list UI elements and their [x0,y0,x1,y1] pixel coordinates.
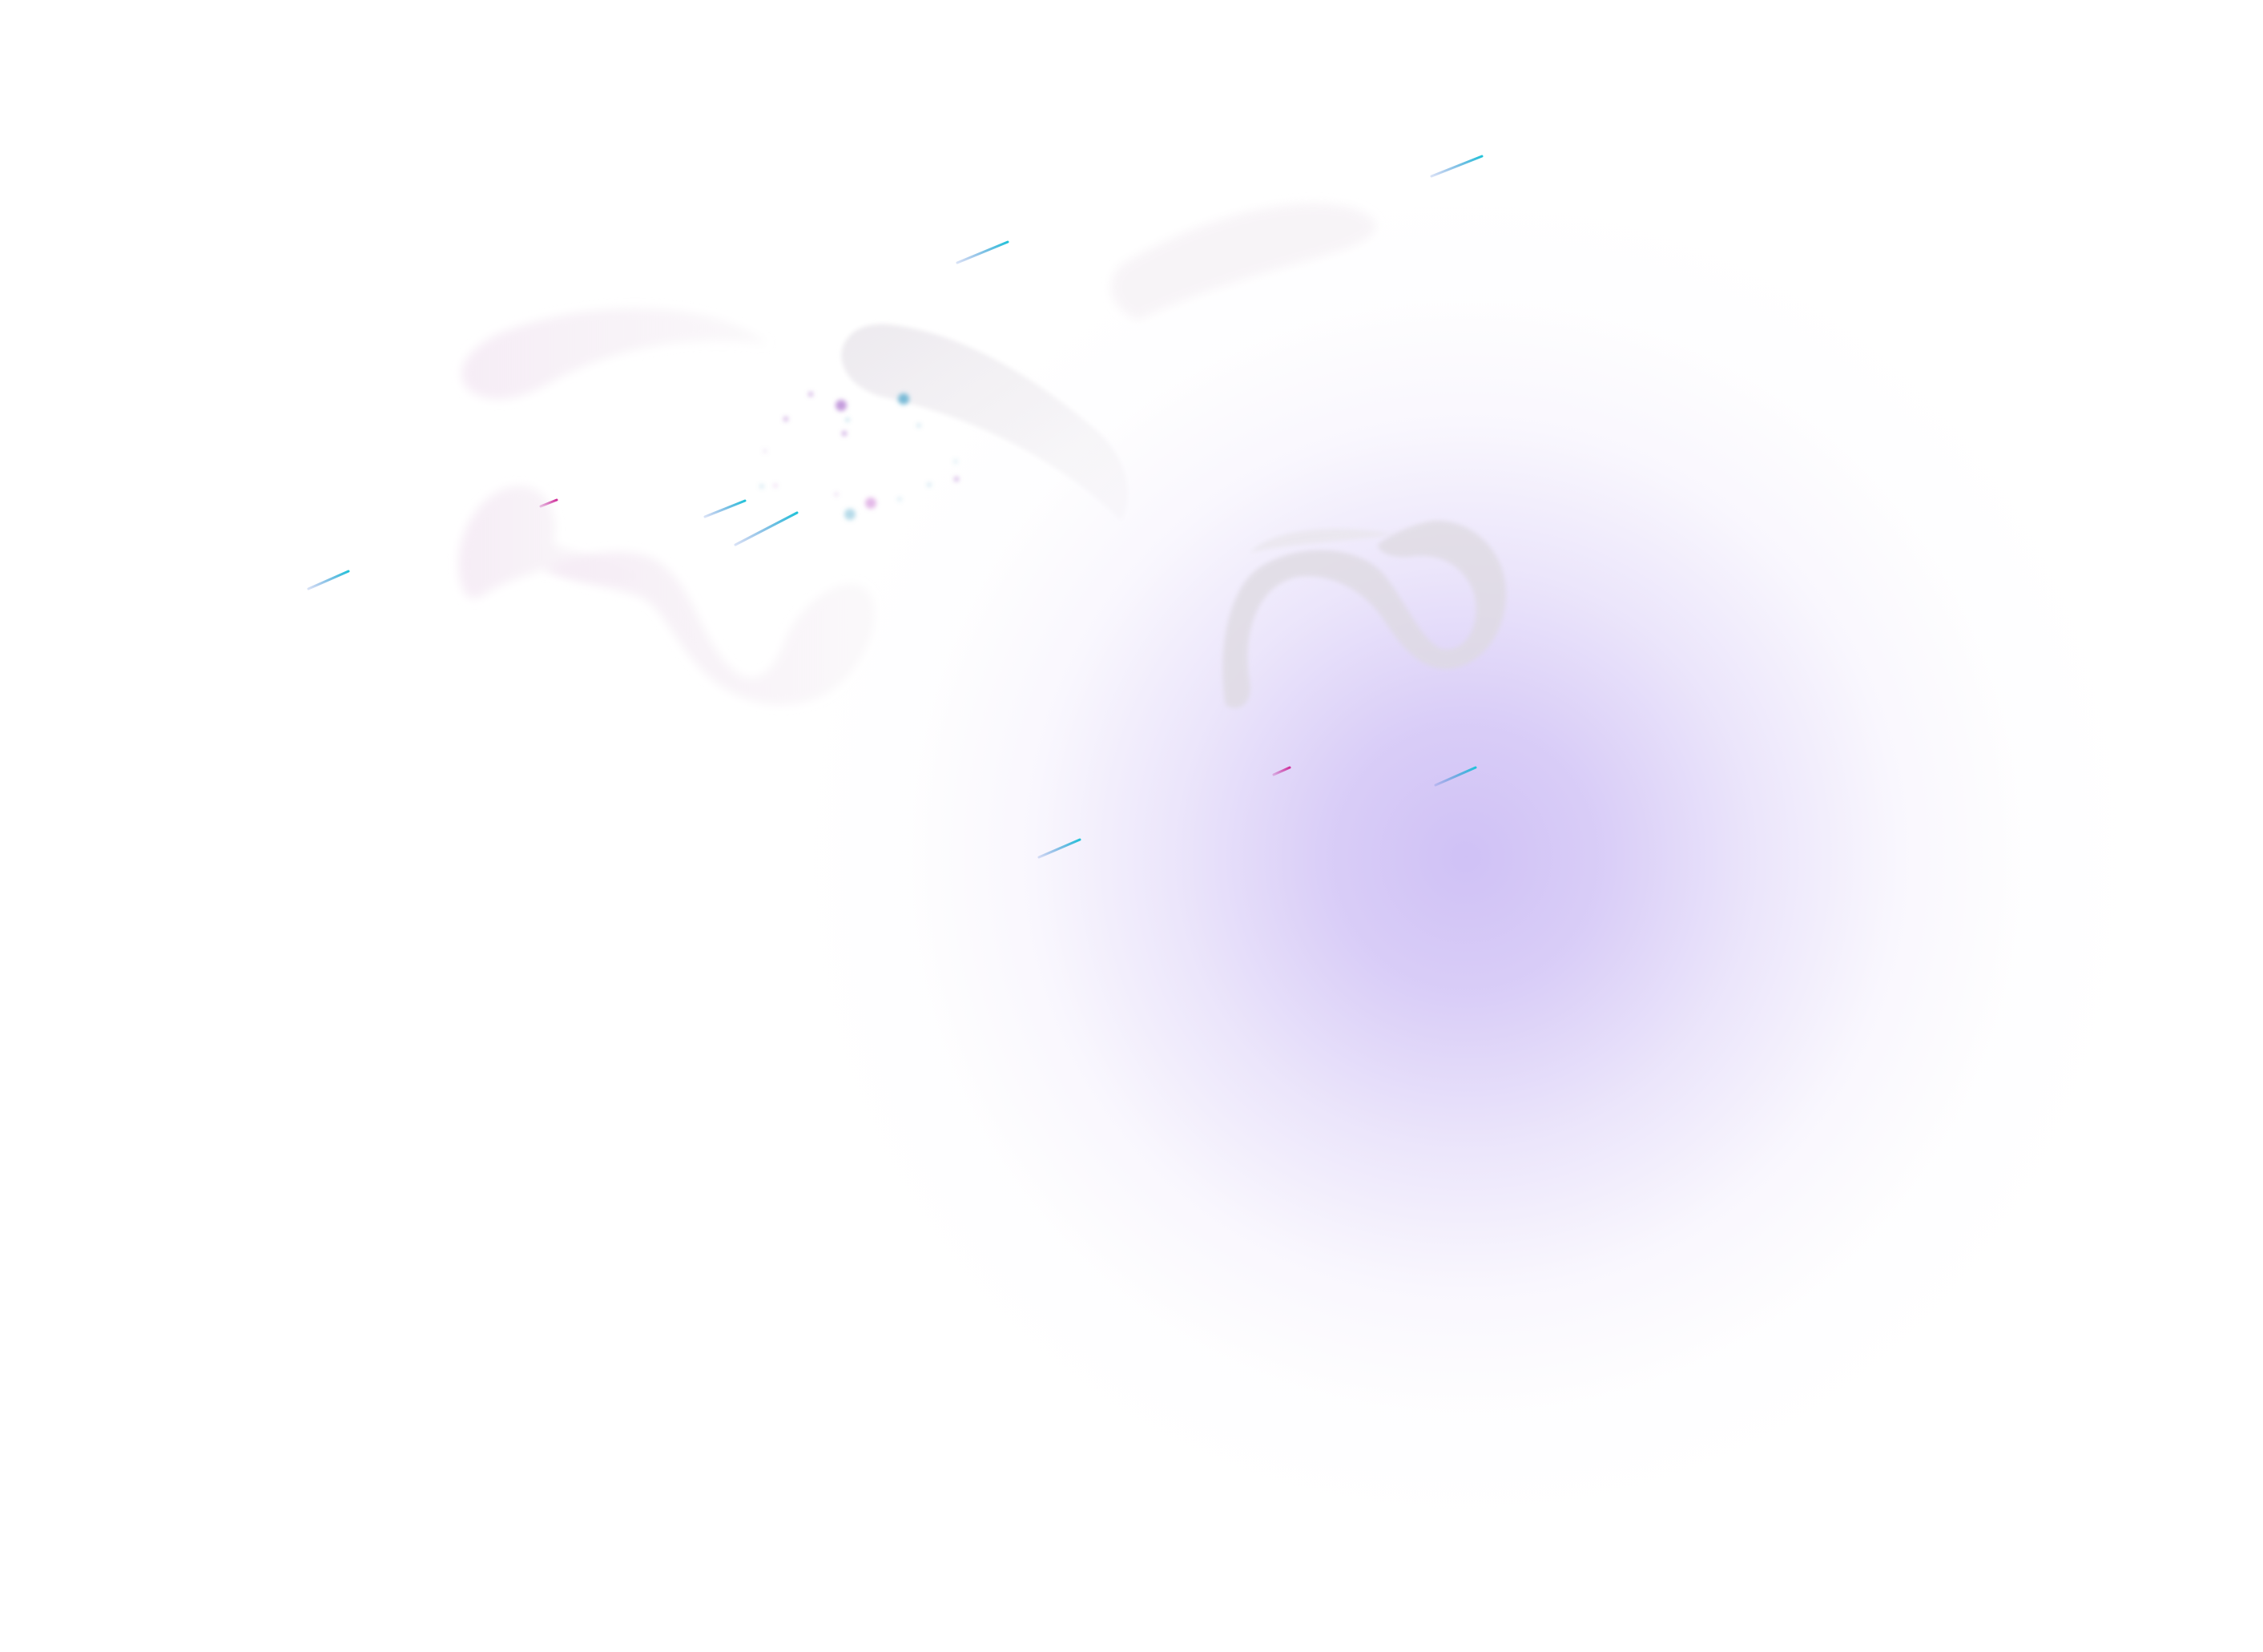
light-streak [734,511,799,546]
sparkle-dot [954,460,957,463]
sparkle-dot [808,392,813,397]
sparkle-dots [760,392,959,520]
sparkle-dot [846,418,849,421]
light-streak [307,570,350,590]
sparkle-dot [783,417,788,421]
sparkle-dot [763,449,767,453]
light-streak [1272,766,1291,776]
swoosh-upper-left [461,308,769,400]
sparkle-dot [954,477,959,481]
ribbon-loop [1222,520,1506,708]
sparkle-dot [842,431,847,436]
sparkle-dot [774,484,777,487]
ribbon-upper-band [1250,517,1442,553]
swoosh-top-right [1110,203,1376,320]
sparkle-dot [844,509,856,520]
sparkle-dot [917,424,920,427]
sparkle-dot [865,498,876,509]
sparkle-dot [898,498,901,501]
sparkle-dot [760,485,763,488]
light-streak [1434,766,1477,787]
light-streak [1430,155,1484,178]
swoosh-center-gray [841,324,1128,521]
sparkle-dot [928,483,931,486]
light-streak [539,498,558,508]
sparkle-dot [835,493,838,496]
light-streak [956,240,1009,264]
light-streak [703,499,747,518]
swoosh-left-wave [545,552,876,705]
light-streak [1037,838,1081,859]
sparkle-dot [836,400,847,411]
sparkle-dot [898,393,909,405]
